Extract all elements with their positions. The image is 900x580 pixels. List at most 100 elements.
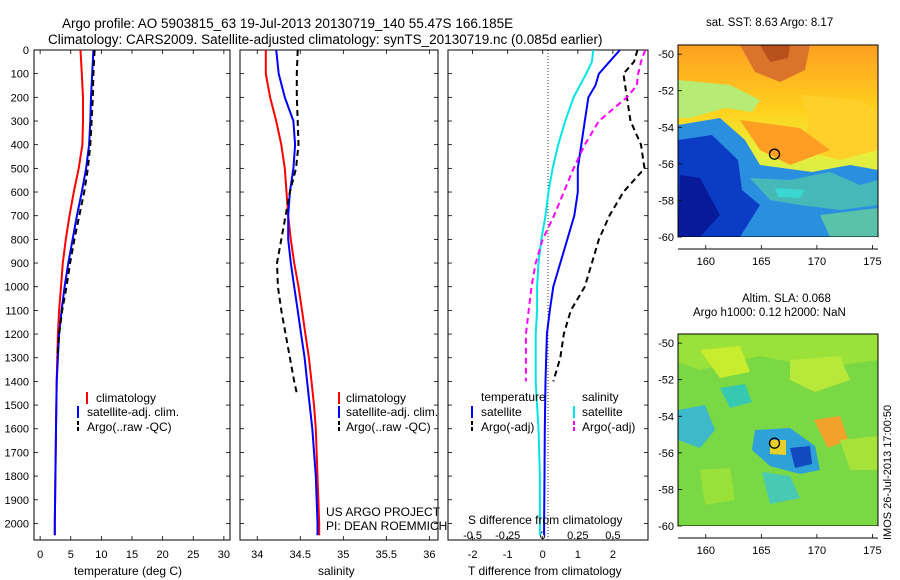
salinity-axis-ticks: 34 34.5 35 35.5 36 bbox=[240, 49, 438, 561]
lon-tick-label: 160 bbox=[697, 256, 715, 268]
legend-label-satellite: satellite-adj. clim. bbox=[87, 405, 179, 419]
lon-tick-label: 175 bbox=[863, 256, 881, 268]
lat-tick-label: -56 bbox=[658, 159, 674, 171]
lat-tick-label: -58 bbox=[658, 195, 674, 207]
sla-map-nodata bbox=[678, 526, 878, 538]
depth-tick-label: 600 bbox=[11, 187, 29, 199]
difference-x2label: S difference from climatology bbox=[468, 513, 623, 527]
depth-tick-label: 1600 bbox=[5, 424, 29, 436]
sst-markers bbox=[768, 148, 781, 160]
project-credit: US ARGO PROJECT bbox=[326, 505, 441, 519]
x2-tick-label: -0.5 bbox=[463, 530, 482, 542]
depth-tick-label: 400 bbox=[11, 140, 29, 152]
lon-tick-label: 170 bbox=[808, 545, 826, 557]
x-tick-label: -2 bbox=[468, 549, 478, 561]
legend-label-sal-argo: Argo(-adj) bbox=[582, 420, 635, 434]
sst-map-nodata bbox=[678, 237, 878, 249]
series-line-salinity-argo-adj bbox=[524, 49, 647, 382]
x-tick-label: 34 bbox=[251, 549, 263, 561]
sla-markers bbox=[768, 437, 781, 449]
lat-tick-label: -54 bbox=[658, 411, 674, 423]
depth-tick-label: 500 bbox=[11, 163, 29, 175]
difference-xlabel: T difference from climatology bbox=[468, 564, 622, 578]
salinity-profiles bbox=[264, 49, 321, 536]
depth-tick-label: 1900 bbox=[5, 495, 29, 507]
depth-tick-label: 2000 bbox=[5, 518, 29, 530]
x-tick-label: 1 bbox=[575, 549, 581, 561]
series-line-temperature-satellite bbox=[543, 49, 621, 536]
depth-tick-label: 1400 bbox=[5, 376, 29, 388]
x-tick-label: 36 bbox=[423, 549, 435, 561]
temperature-plot-frame bbox=[33, 49, 231, 541]
depth-tick-label: 0 bbox=[23, 45, 29, 57]
series-line-salinity-satellite bbox=[534, 49, 595, 536]
legend-label-temp-satellite: satellite bbox=[481, 405, 522, 419]
salinity-xlabel: salinity bbox=[318, 564, 355, 578]
x-tick-label: 25 bbox=[187, 549, 199, 561]
depth-tick-label: 800 bbox=[11, 234, 29, 246]
difference-legend: temperature salinity satellite Argo(-adj… bbox=[471, 390, 635, 434]
temperature-legend: climatology satellite-adj. clim. Argo(..… bbox=[77, 391, 179, 434]
depth-tick-label: 300 bbox=[11, 116, 29, 128]
x-tick-label: 35.5 bbox=[376, 549, 397, 561]
legend-label-temp-argo: Argo(-adj) bbox=[481, 420, 534, 434]
title-line-2: Climatology: CARS2009. Satellite-adjuste… bbox=[48, 32, 603, 47]
depth-tick-label: 1000 bbox=[5, 282, 29, 294]
lon-tick-label: 165 bbox=[752, 545, 770, 557]
lat-tick-label: -50 bbox=[658, 338, 674, 350]
temperature-xlabel: temperature (deg C) bbox=[74, 564, 182, 578]
x-tick-label: 20 bbox=[157, 549, 169, 561]
series-line-climatology bbox=[264, 50, 321, 536]
x-tick-label: 35 bbox=[337, 549, 349, 561]
lat-tick-label: -50 bbox=[658, 49, 674, 61]
temperature-profiles bbox=[53, 49, 96, 536]
lat-tick-label: -52 bbox=[658, 86, 674, 98]
sst-axis-labels: -50 -52 -54 -56 -58 -60 160 165 170 175 bbox=[658, 49, 882, 268]
difference-profiles bbox=[524, 49, 647, 536]
sla-map-title: Altim. SLA: 0.068 bbox=[742, 293, 831, 305]
depth-tick-label: 200 bbox=[11, 92, 29, 104]
salinity-legend: climatology satellite-adj. clim. Argo(..… bbox=[338, 391, 438, 434]
x2-tick-label: 0.25 bbox=[567, 530, 588, 542]
lon-tick-label: 160 bbox=[697, 545, 715, 557]
salinity-plot-frame bbox=[239, 49, 439, 541]
pi-credit: PI: DEAN ROEMMICH bbox=[326, 519, 447, 533]
x-tick-label: 10 bbox=[95, 549, 107, 561]
sst-map-title: sat. SST: 8.63 Argo: 8.17 bbox=[706, 17, 833, 29]
x2-tick-label: -0.25 bbox=[495, 530, 520, 542]
depth-tick-label: 900 bbox=[11, 258, 29, 270]
x-tick-label: 30 bbox=[218, 549, 230, 561]
depth-tick-label: 1500 bbox=[5, 400, 29, 412]
lon-tick-label: 170 bbox=[808, 256, 826, 268]
depth-tick-label: 100 bbox=[11, 69, 29, 81]
lat-tick-label: -54 bbox=[658, 122, 674, 134]
x-tick-label: 15 bbox=[126, 549, 138, 561]
lat-tick-label: -58 bbox=[658, 484, 674, 496]
legend-title-temperature: temperature bbox=[481, 390, 546, 404]
sla-heatmap bbox=[678, 334, 878, 526]
sla-map-subtitle: Argo h1000: 0.12 h2000: NaN bbox=[693, 307, 846, 319]
x2-tick-label: 0 bbox=[540, 530, 546, 542]
depth-tick-label: 1100 bbox=[5, 305, 29, 317]
legend-label-sal-satellite: satellite bbox=[582, 405, 623, 419]
difference-axis-ticks: -2 -1 0 1 2 -0.5 -0.25 0 0.25 0.5 bbox=[448, 49, 648, 561]
title-line-1: Argo profile: AO 5903815_63 19-Jul-2013 … bbox=[62, 16, 513, 31]
depth-tick-label: 700 bbox=[11, 211, 29, 223]
depth-tick-label: 1800 bbox=[5, 471, 29, 483]
x-tick-label: 2 bbox=[610, 549, 616, 561]
depth-axis-labels: 0 100 200 300 400 500 600 700 800 900 1000 1100 1200… bbox=[5, 45, 29, 530]
series-line-satellite-adj-clim bbox=[53, 49, 95, 536]
lat-tick-label: -56 bbox=[658, 448, 674, 460]
profile-location-marker bbox=[768, 148, 781, 160]
temperature-axis-ticks: 0 5 10 15 20 25 30 bbox=[34, 49, 230, 561]
lat-tick-label: -60 bbox=[658, 521, 674, 533]
series-line-argo-raw-qc bbox=[56, 49, 96, 358]
legend-label-climatology: climatology bbox=[96, 391, 156, 405]
sla-axis-labels: -50 -52 -54 -56 -58 -60 160 165 170 175 bbox=[658, 338, 882, 557]
x-tick-label: 0 bbox=[540, 549, 546, 561]
legend-label-argo: Argo(..raw -QC) bbox=[346, 420, 431, 434]
x2-tick-label: 0.5 bbox=[605, 530, 620, 542]
depth-tick-label: 1700 bbox=[5, 447, 29, 459]
legend-label-climatology: climatology bbox=[346, 391, 406, 405]
